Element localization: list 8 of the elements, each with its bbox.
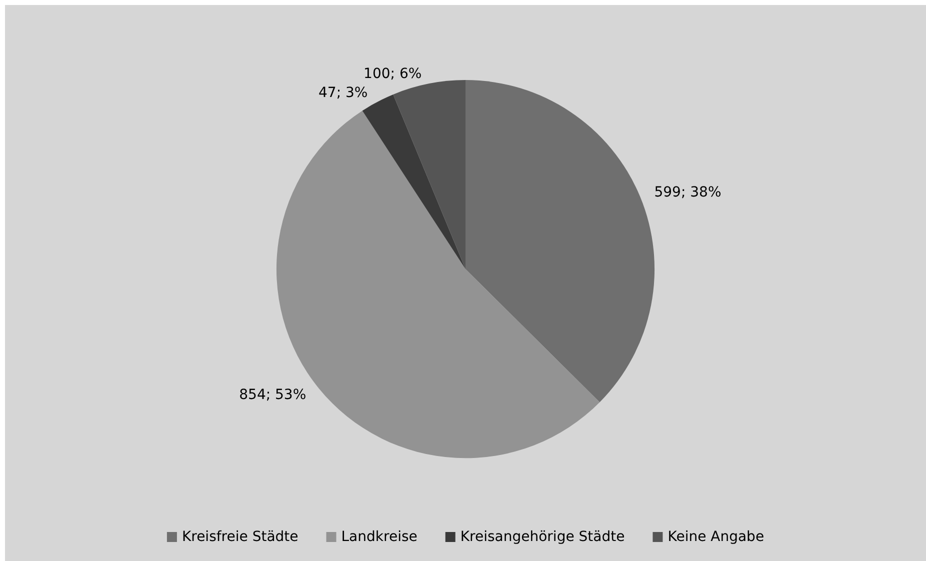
data-label: 47; 3%: [318, 85, 368, 102]
legend-label: Landkreise: [341, 529, 418, 545]
legend-label: Keine Angabe: [668, 529, 764, 545]
data-label: 599; 38%: [654, 184, 722, 201]
legend-label: Kreisfreie Städte: [182, 529, 298, 545]
data-label: 854; 53%: [239, 386, 306, 403]
legend-label: Kreisangehörige Städte: [460, 529, 625, 545]
data-label: 100; 6%: [364, 66, 422, 82]
